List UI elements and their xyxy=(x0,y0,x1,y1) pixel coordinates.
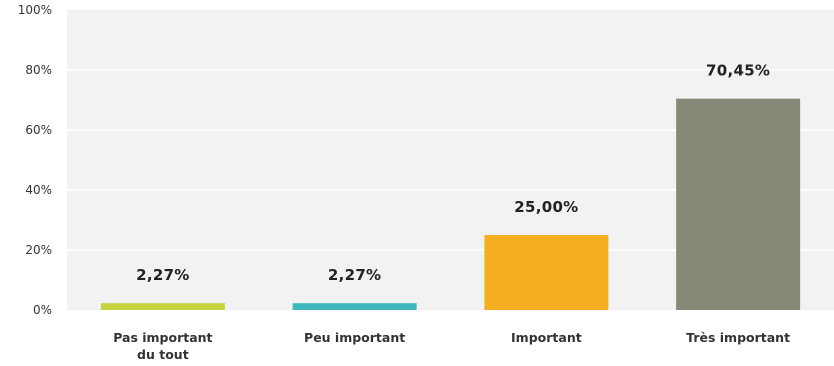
data-label: 2,27% xyxy=(136,266,190,284)
y-tick-label: 80% xyxy=(25,63,52,77)
x-tick-label: Important xyxy=(511,330,582,345)
bar xyxy=(676,98,801,311)
x-tick-label-line: du tout xyxy=(137,347,189,362)
x-tick-label: Pas important du tout xyxy=(113,330,212,362)
y-tick-label: 100% xyxy=(18,3,52,17)
x-tick-label-line: Pas important xyxy=(113,330,212,345)
data-label: 2,27% xyxy=(328,266,382,284)
y-tick-label: 0% xyxy=(33,303,52,317)
data-labels: 2,27% 2,27% 25,00% 70,45% xyxy=(136,62,770,285)
x-tick-label-line: Important xyxy=(511,330,582,345)
bars xyxy=(100,98,801,311)
y-axis-tick-labels: 0% 20% 40% 60% 80% 100% xyxy=(18,3,52,317)
bar xyxy=(292,303,417,310)
x-tick-label: Peu important xyxy=(304,330,405,345)
y-tick-label: 20% xyxy=(25,243,52,257)
x-tick-label-line: Très important xyxy=(686,330,790,345)
bar xyxy=(100,303,225,310)
y-tick-label: 40% xyxy=(25,183,52,197)
data-label: 70,45% xyxy=(706,62,770,80)
x-axis-category-labels: Pas important du tout Peu important Importa… xyxy=(113,330,790,362)
x-tick-label-line: Peu important xyxy=(304,330,405,345)
y-tick-label: 60% xyxy=(25,123,52,137)
bar xyxy=(484,235,609,310)
data-label: 25,00% xyxy=(514,198,578,216)
x-tick-label: Très important xyxy=(686,330,790,345)
